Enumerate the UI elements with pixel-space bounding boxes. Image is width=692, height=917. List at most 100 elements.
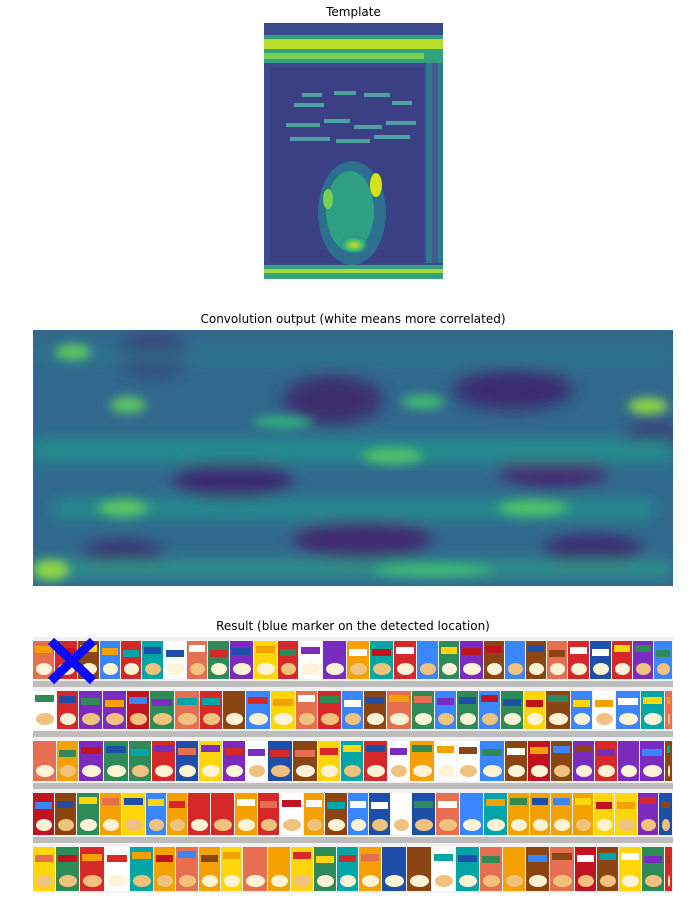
- cereal-box-label: [366, 697, 384, 704]
- cereal-box-label: [102, 798, 119, 805]
- cereal-box-label: [482, 749, 502, 756]
- cereal-box-bowl: [157, 875, 173, 887]
- cereal-box-label: [459, 747, 477, 754]
- cereal-box-bowl: [636, 663, 651, 675]
- cereal-box-label: [482, 856, 500, 863]
- cereal-box-label: [553, 798, 570, 805]
- convolution-heatmap: [33, 330, 673, 586]
- cereal-box-label: [577, 855, 594, 862]
- cereal-box-bowl: [576, 765, 592, 777]
- cereal-box-bowl: [36, 875, 53, 887]
- cereal-box-label: [409, 855, 429, 862]
- cereal-box-label: [643, 697, 662, 704]
- cereal-box-bowl: [202, 875, 218, 887]
- cereal-box-label: [505, 852, 523, 859]
- cereal-box-label: [437, 746, 454, 753]
- cereal-box-bowl: [124, 663, 139, 675]
- cereal-box-bowl: [238, 819, 255, 831]
- cereal-box-label: [552, 853, 572, 860]
- template-image: [264, 23, 443, 279]
- cereal-box-label: [320, 748, 338, 755]
- cereal-box-label: [486, 646, 502, 653]
- cereal-box-bowl: [367, 713, 384, 725]
- cereal-box-bowl: [554, 819, 570, 831]
- cereal-box-bowl: [271, 875, 288, 887]
- shelf-bars: [33, 681, 673, 843]
- cereal-box-label: [549, 650, 565, 657]
- cereal-box-label: [225, 748, 243, 755]
- cereal-box-bowl: [191, 819, 208, 831]
- cereal-box-bowl: [460, 765, 477, 777]
- cereal-box-bowl: [413, 765, 432, 777]
- cereal-box-bowl: [390, 713, 409, 725]
- cereal-box-label: [316, 856, 334, 863]
- cereal-box-bowl: [483, 875, 500, 887]
- cereal-box-label: [617, 802, 635, 809]
- cereal-box-bowl: [203, 713, 220, 725]
- cereal-box-label: [553, 746, 570, 753]
- cereal-box-label: [350, 801, 366, 808]
- cereal-box-bowl: [362, 875, 379, 887]
- cereal-box-bowl: [82, 713, 100, 725]
- cereal-box-bowl: [645, 875, 662, 887]
- cereal-box-label: [412, 745, 432, 752]
- cereal-box-bowl: [249, 713, 268, 725]
- cereal-box-bowl: [226, 713, 243, 725]
- cereal-box-label: [156, 855, 173, 862]
- cereal-box-bowl: [60, 713, 76, 725]
- cereal-box-label: [526, 700, 543, 707]
- cereal-box-label: [596, 802, 612, 809]
- cereal-box-bowl: [373, 663, 391, 675]
- cereal-box-bowl: [294, 875, 311, 887]
- cereal-box-label: [132, 852, 151, 859]
- cereal-box-label: [371, 802, 388, 809]
- cereal-box-bowl: [167, 663, 184, 675]
- cereal-box-bowl: [108, 875, 127, 887]
- cereal-box-bowl: [261, 819, 277, 831]
- cereal-box-bowl: [190, 663, 205, 675]
- cereal-box-bowl: [511, 819, 527, 831]
- x-marker-icon: [47, 637, 97, 685]
- cereal-box-bowl: [36, 819, 52, 831]
- cereal-box-bowl: [435, 875, 453, 887]
- cereal-box-label: [81, 698, 100, 705]
- cereal-box-label: [507, 748, 525, 755]
- cereal-box-label: [298, 695, 315, 702]
- cereal-box-label: [327, 802, 345, 809]
- cereal-box-bowl: [529, 663, 544, 675]
- cereal-box-bowl: [367, 765, 385, 777]
- cereal-box-bowl: [410, 875, 429, 887]
- cereal-box-bowl: [621, 765, 637, 777]
- cereal-box-label: [389, 695, 409, 702]
- cereal-box-bowl: [508, 765, 525, 777]
- cereal-box-bowl: [179, 875, 196, 887]
- cereal-box-bowl: [214, 819, 232, 831]
- cereal-box-label: [575, 745, 592, 752]
- cereal-box-bowl: [103, 663, 118, 675]
- cereal-box-label: [414, 696, 432, 703]
- cereal-box-bowl: [415, 713, 432, 725]
- cereal-box-label: [201, 745, 220, 752]
- cereal-box-label: [256, 646, 275, 653]
- cereal-box-label: [462, 800, 481, 807]
- cereal-box-bowl: [145, 663, 161, 675]
- cereal-box-label: [295, 750, 315, 757]
- cereal-box-label: [232, 648, 251, 655]
- cereal-box-bowl: [106, 713, 124, 725]
- cereal-box-label: [107, 855, 127, 862]
- cereal-box-bowl: [202, 765, 220, 777]
- cereal-box-label: [393, 801, 409, 808]
- cereal-box-label: [105, 700, 124, 707]
- cereal-box-bowl: [596, 713, 613, 725]
- cereal-box-label: [438, 801, 457, 808]
- cereal-box-label: [339, 855, 356, 862]
- cereal-box-label: [437, 698, 454, 705]
- cereal-box-bowl: [576, 819, 591, 831]
- cereal-box-bowl: [533, 819, 548, 831]
- cereal-box-label: [384, 854, 404, 861]
- cereal-box-bowl: [340, 875, 356, 887]
- cereal-box-label: [59, 696, 76, 703]
- cereal-box-bowl: [317, 875, 334, 887]
- cereal-box-bowl: [59, 875, 77, 887]
- cereal-box-bowl: [394, 819, 409, 831]
